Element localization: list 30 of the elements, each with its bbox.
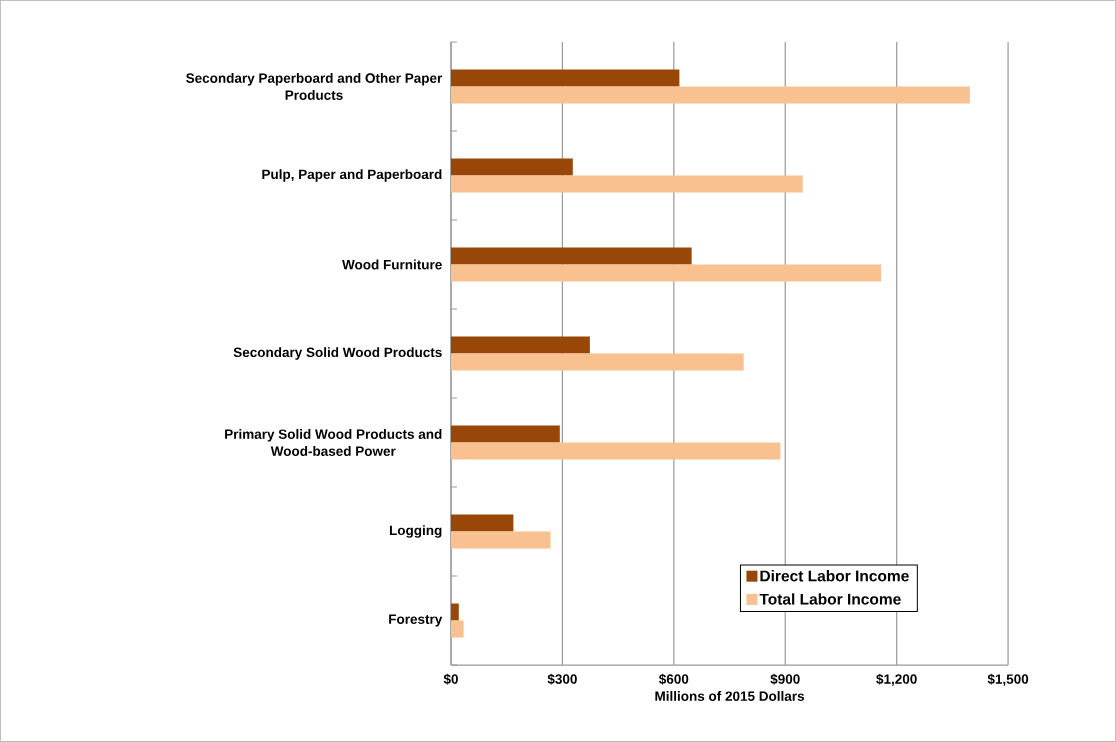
bar xyxy=(450,514,514,532)
bar xyxy=(450,531,551,549)
y-tick-label: Secondary Paperboard and Other Paper Products xyxy=(186,73,443,100)
y-tick-label: Primary Solid Wood Products and Wood-based Power xyxy=(225,429,442,456)
bar xyxy=(450,69,680,87)
y-tick-label: Logging xyxy=(389,525,442,538)
bar xyxy=(450,175,803,193)
bar xyxy=(450,425,560,443)
x-tick-label: $1,200 xyxy=(876,673,917,686)
legend-label: Total Labor Income xyxy=(759,593,901,605)
bar xyxy=(450,603,459,621)
x-tick-label: $600 xyxy=(658,673,689,685)
x-tick-label: $300 xyxy=(547,673,577,685)
y-tick-label: Pulp, Paper and Paperboard xyxy=(262,169,442,182)
x-tick-label: $0 xyxy=(443,673,458,685)
bar xyxy=(450,86,970,104)
bar xyxy=(450,336,590,354)
x-tick-label: $1,500 xyxy=(987,673,1029,686)
y-tick-label: Forestry xyxy=(389,614,443,627)
x-tick-label: $900 xyxy=(770,673,800,685)
x-axis-title: Millions of 2015 Dollars xyxy=(655,691,805,701)
bar xyxy=(450,264,882,282)
y-tick-label: Wood Furniture xyxy=(342,259,442,270)
bar xyxy=(450,620,464,638)
bar xyxy=(450,353,744,371)
y-tick-label: Secondary Solid Wood Products xyxy=(233,347,442,360)
bar xyxy=(450,158,573,176)
legend-label: Direct Labor Income xyxy=(760,570,909,582)
bar xyxy=(450,247,692,265)
bar xyxy=(450,442,781,460)
